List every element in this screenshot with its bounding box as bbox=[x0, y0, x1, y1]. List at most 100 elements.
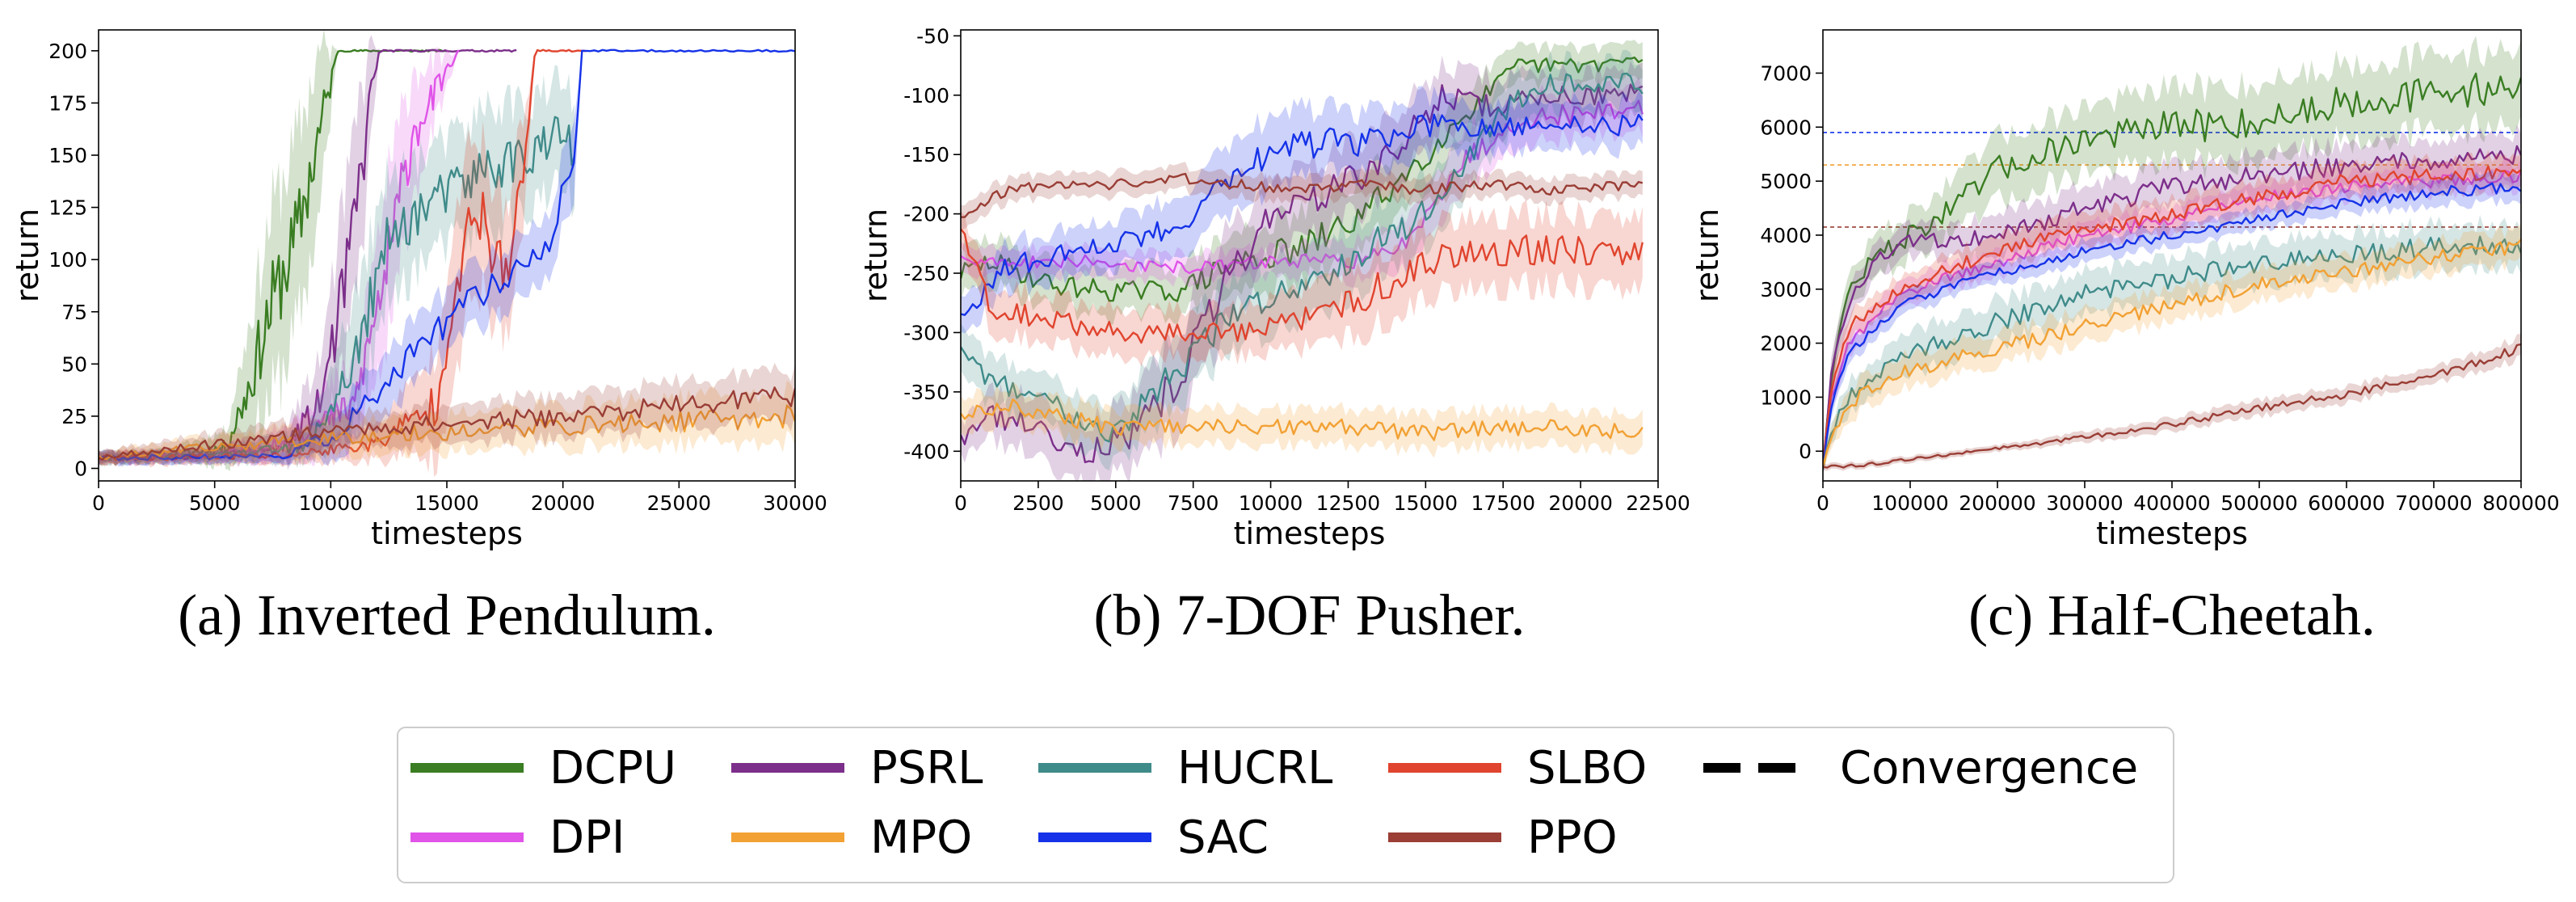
y-tick-label: 200 bbox=[48, 40, 87, 63]
y-axis-label: return bbox=[10, 209, 45, 302]
series-line-dpi bbox=[1823, 170, 2521, 470]
y-tick-label: -100 bbox=[903, 84, 949, 107]
y-tick-label: -250 bbox=[903, 262, 949, 285]
y-tick-label: -350 bbox=[903, 381, 949, 404]
y-tick-label: 1000 bbox=[1760, 386, 1812, 409]
legend-label: DCPU bbox=[549, 742, 676, 795]
y-tick-label: 6000 bbox=[1760, 116, 1812, 139]
band-hucrl bbox=[1823, 215, 2521, 475]
chart-panel-1: 0 5000 10000 15000 20000 25000 30000 0 25 50 75 100… bbox=[10, 29, 827, 647]
legend-label: Convergence bbox=[1840, 742, 2138, 795]
series-line-mpo bbox=[961, 398, 1644, 441]
y-axis-label: return bbox=[858, 209, 894, 302]
x-tick-label: 200000 bbox=[1959, 491, 2035, 515]
series-line-ppo bbox=[1823, 343, 2521, 469]
y-tick-label: -300 bbox=[903, 321, 949, 344]
x-tick-label: 0 bbox=[954, 491, 967, 515]
legend-item-convergence: Convergence bbox=[1703, 742, 2138, 795]
x-tick-label: 20000 bbox=[1548, 491, 1613, 515]
legend-label: PSRL bbox=[870, 742, 983, 795]
x-axis-label: timesteps bbox=[1234, 516, 1386, 551]
legend-item-hucrl: HUCRL bbox=[1038, 742, 1332, 795]
y-tick-label: 2000 bbox=[1760, 332, 1812, 356]
y-tick-label: 50 bbox=[61, 352, 87, 376]
band-mpo bbox=[961, 381, 1643, 458]
series-line-sac bbox=[99, 48, 795, 462]
x-tick-label: 20000 bbox=[531, 491, 596, 515]
x-axis-label: timesteps bbox=[371, 516, 523, 551]
band-mpo bbox=[99, 380, 795, 466]
legend-item-dcpu: DCPU bbox=[410, 742, 676, 795]
x-tick-label: 700000 bbox=[2395, 491, 2472, 515]
x-tick-label: 12500 bbox=[1316, 491, 1381, 515]
y-tick-label: 3000 bbox=[1760, 278, 1812, 301]
plot-area bbox=[1823, 36, 2521, 475]
series-line-ppo bbox=[961, 172, 1644, 218]
axes-frame bbox=[960, 29, 1659, 482]
band-sac bbox=[1823, 170, 2521, 474]
legend-item-mpo: MPO bbox=[731, 811, 972, 864]
series-line-slbo bbox=[1823, 165, 2521, 469]
band-slbo bbox=[961, 200, 1643, 367]
legend-label: SAC bbox=[1177, 811, 1269, 864]
series-line-dcpu bbox=[1823, 72, 2521, 469]
chart-caption: (b) 7-DOF Pusher. bbox=[1094, 583, 1526, 647]
chart-caption: (a) Inverted Pendulum. bbox=[178, 583, 716, 647]
y-tick-label: 175 bbox=[48, 91, 87, 115]
band-slbo bbox=[1823, 150, 2521, 474]
series-line-psrl bbox=[1823, 145, 2521, 466]
x-tick-label: 400000 bbox=[2133, 491, 2210, 515]
band-dcpu bbox=[961, 40, 1643, 325]
y-tick-label: 4000 bbox=[1760, 224, 1812, 247]
legend: DCPU PSRL HUCRL SLBO Convergence DPI MPO SAC PPO bbox=[397, 727, 2174, 883]
band-dpi bbox=[99, 47, 459, 468]
band-dpi bbox=[1823, 157, 2521, 474]
legend-label: DPI bbox=[549, 811, 625, 864]
y-tick-label: 125 bbox=[48, 196, 87, 220]
y-axis-label: return bbox=[1690, 209, 1725, 302]
chart-panel-2: 0 2500 5000 7500 10000 12500 15000 17500 20000 22… bbox=[858, 24, 1690, 647]
series-line-mpo bbox=[99, 404, 795, 461]
series-line-slbo bbox=[961, 228, 1644, 344]
series-line-sac bbox=[1823, 182, 2521, 470]
x-tick-label: 7500 bbox=[1168, 491, 1219, 515]
y-tick-label: 75 bbox=[61, 301, 87, 324]
x-axis-label: timesteps bbox=[2096, 516, 2248, 551]
series-line-hucrl bbox=[1823, 235, 2521, 470]
x-tick-label: 0 bbox=[1816, 491, 1829, 515]
band-slbo bbox=[99, 49, 587, 477]
y-tick-label: 5000 bbox=[1760, 170, 1812, 193]
x-tick-label: 5000 bbox=[1090, 491, 1142, 515]
x-tick-label: 800000 bbox=[2482, 491, 2559, 515]
legend-item-sac: SAC bbox=[1038, 811, 1269, 864]
x-tick-label: 2500 bbox=[1012, 491, 1064, 515]
legend-label: HUCRL bbox=[1177, 742, 1332, 795]
plot-area bbox=[99, 30, 795, 477]
y-tick-label: 25 bbox=[61, 405, 87, 428]
band-mpo bbox=[1823, 223, 2521, 473]
x-tick-label: 0 bbox=[92, 491, 105, 515]
charts-container: 0 5000 10000 15000 20000 25000 300000255075100… bbox=[10, 24, 2560, 647]
y-tick-label: -400 bbox=[903, 440, 949, 463]
x-tick-label: 100000 bbox=[1871, 491, 1948, 515]
y-tick-label: -150 bbox=[903, 143, 949, 166]
legend-item-dpi: DPI bbox=[410, 811, 625, 864]
band-psrl bbox=[961, 55, 1643, 481]
band-ppo bbox=[961, 162, 1643, 230]
x-tick-label: 10000 bbox=[299, 491, 364, 515]
y-tick-label: -50 bbox=[916, 24, 949, 48]
band-ppo bbox=[99, 362, 795, 466]
series-line-sac bbox=[961, 113, 1644, 316]
x-tick-label: 300000 bbox=[2046, 491, 2123, 515]
y-tick-label: 7000 bbox=[1760, 61, 1812, 85]
series-line-dcpu bbox=[961, 56, 1644, 302]
series-line-ppo bbox=[99, 386, 795, 461]
x-tick-label: 15000 bbox=[415, 491, 479, 515]
x-tick-label: 10000 bbox=[1239, 491, 1303, 515]
chart-panel-3: 0 100000 200000 300000 400000 500000 600000 700… bbox=[1690, 29, 2560, 647]
legend-item-slbo: SLBO bbox=[1388, 742, 1647, 795]
y-tick-label: 150 bbox=[48, 144, 87, 167]
x-tick-label: 25000 bbox=[647, 491, 712, 515]
legend-label: MPO bbox=[870, 811, 972, 864]
